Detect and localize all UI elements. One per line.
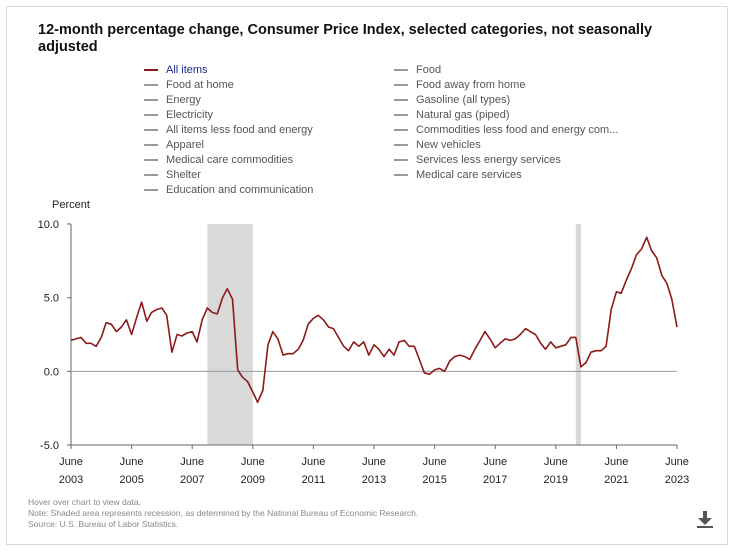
legend-line-icon	[144, 83, 158, 86]
legend-item[interactable]: Medical care services	[394, 167, 644, 182]
x-tick-year: 2007	[180, 474, 204, 486]
legend-line-icon	[394, 143, 408, 146]
legend-line-icon	[394, 158, 408, 161]
x-tick-year: 2017	[483, 474, 507, 486]
legend-item[interactable]: Services less energy services	[394, 152, 644, 167]
legend-item[interactable]: Food at home	[144, 77, 394, 92]
legend-item[interactable]: New vehicles	[394, 137, 644, 152]
x-tick-year: 2011	[302, 474, 326, 486]
x-tick-year: 2023	[665, 474, 689, 486]
chart-container	[6, 6, 728, 545]
legend-item[interactable]: Food away from home	[394, 77, 644, 92]
recession-band	[207, 224, 253, 445]
chart-notes: Hover over chart to view data. Note: Sha…	[28, 497, 418, 530]
x-tick-year: 2021	[604, 474, 628, 486]
legend-line-icon	[394, 113, 408, 116]
legend-item[interactable]: Electricity	[144, 107, 394, 122]
x-tick-month: June	[665, 456, 689, 468]
legend-item[interactable]: Food	[394, 62, 644, 77]
legend-line-icon	[144, 158, 158, 161]
download-icon[interactable]	[694, 508, 716, 530]
legend-line-icon	[144, 113, 158, 116]
legend: All items Food Food at home Food away from …	[144, 62, 644, 197]
legend-line-icon	[144, 173, 158, 176]
legend-line-icon	[144, 188, 158, 191]
legend-item[interactable]: Energy	[144, 92, 394, 107]
x-tick-month: June	[362, 456, 386, 468]
legend-line-icon	[144, 128, 158, 131]
y-tick-label: 0.0	[44, 366, 59, 378]
legend-line-icon	[144, 98, 158, 101]
recession-note: Note: Shaded area represents recession, …	[28, 508, 419, 518]
legend-item[interactable]: All items less food and energy	[144, 122, 394, 137]
series-line-all-items[interactable]	[70, 236, 678, 404]
x-tick-year: 2013	[362, 474, 386, 486]
y-axis-label: Percent	[52, 199, 90, 211]
x-tick-year: 2005	[119, 474, 143, 486]
x-tick-year: 2015	[422, 474, 446, 486]
y-tick-label: 10.0	[38, 219, 59, 231]
x-tick-year: 2019	[544, 474, 568, 486]
x-tick-year: 2003	[59, 474, 83, 486]
legend-item[interactable]: Natural gas (piped)	[394, 107, 644, 122]
x-tick-month: June	[59, 456, 83, 468]
x-tick-month: June	[241, 456, 265, 468]
legend-line-icon	[144, 68, 158, 71]
legend-item[interactable]: Commodities less food and energy com...	[394, 122, 644, 137]
chart-title: 12-month percentage change, Consumer Pri…	[38, 22, 653, 55]
legend-item[interactable]: Education and communication	[144, 182, 394, 197]
x-tick-month: June	[423, 456, 447, 468]
legend-line-icon	[144, 143, 158, 146]
legend-item[interactable]: All items	[144, 62, 394, 77]
x-tick-year: 2009	[241, 474, 265, 486]
legend-line-icon	[394, 128, 408, 131]
y-tick-label: 5.0	[44, 293, 59, 305]
legend-item[interactable]: Medical care commodities	[144, 152, 394, 167]
x-tick-month: June	[604, 456, 628, 468]
legend-item[interactable]: Gasoline (all types)	[394, 92, 644, 107]
source-note: Source: U.S. Bureau of Labor Statistics.	[28, 519, 179, 529]
x-tick-month: June	[120, 456, 144, 468]
x-tick-month: June	[180, 456, 204, 468]
y-tick-label: -5.0	[40, 440, 59, 452]
x-tick-month: June	[301, 456, 325, 468]
x-tick-month: June	[544, 456, 568, 468]
recession-band	[575, 224, 581, 445]
hover-note: Hover over chart to view data.	[28, 497, 141, 507]
legend-item[interactable]: Apparel	[144, 137, 394, 152]
legend-item[interactable]: Shelter	[144, 167, 394, 182]
legend-line-icon	[394, 83, 408, 86]
x-tick-month: June	[483, 456, 507, 468]
legend-line-icon	[394, 68, 408, 71]
legend-line-icon	[394, 98, 408, 101]
legend-line-icon	[394, 173, 408, 176]
